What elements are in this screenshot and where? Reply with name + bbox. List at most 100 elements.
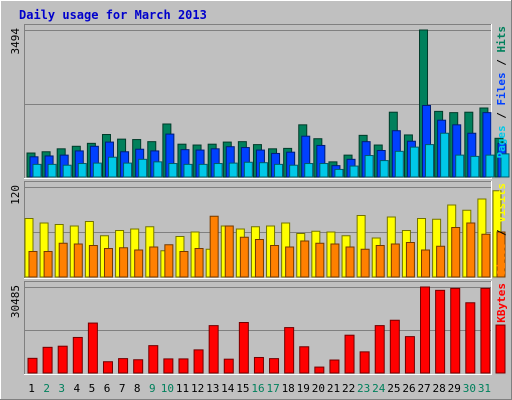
bar-sites — [254, 239, 264, 278]
bar-pages — [319, 163, 329, 178]
bar-sites — [43, 251, 53, 278]
bar-sites — [179, 251, 189, 278]
bar-pages — [213, 163, 223, 178]
bar-kbytes — [57, 345, 68, 374]
x-tick-label: 27 — [417, 382, 430, 395]
bar-kbytes — [435, 289, 446, 374]
bar-kbytes — [223, 358, 234, 374]
bar-kbytes — [208, 325, 219, 374]
legend-hits: Hits — [495, 26, 508, 53]
bar-sites — [481, 233, 491, 278]
panel-visits-sites: 120 Sites / Visits — [9, 181, 508, 279]
bar-sites — [421, 249, 431, 278]
side-legend-text: KBytes — [495, 283, 508, 323]
x-tick-label: 21 — [327, 382, 340, 395]
bar-kbytes — [374, 325, 385, 374]
bar-kbytes — [450, 287, 461, 374]
bar-sites — [330, 243, 340, 278]
bar-kbytes — [299, 346, 310, 374]
bar-pages — [228, 162, 238, 178]
panel-kbytes: 30485 KBytes — [9, 281, 508, 375]
bar-sites — [496, 231, 506, 278]
bar-sites — [194, 248, 204, 278]
bar-kbytes — [269, 358, 280, 374]
bar-kbytes — [359, 351, 370, 374]
bar-sites — [239, 236, 249, 278]
x-tick-label: 14 — [221, 382, 235, 395]
x-tick-label: 30 — [463, 382, 476, 395]
side-legend-kbytes: KBytes — [495, 283, 508, 323]
bar-pages — [349, 165, 359, 178]
x-tick-label: 9 — [149, 382, 156, 395]
bar-pages — [425, 144, 435, 178]
bar-kbytes — [344, 334, 355, 374]
bar-pages — [258, 162, 268, 178]
x-tick-label: 22 — [342, 382, 355, 395]
bar-kbytes — [465, 302, 476, 374]
bar-kbytes — [72, 336, 83, 374]
bar-pages — [394, 150, 404, 178]
legend-files: Files — [495, 72, 508, 105]
legend-kbytes: KBytes — [495, 283, 508, 323]
y-max-label: 120 — [9, 185, 22, 205]
x-tick-label: 23 — [357, 382, 370, 395]
bar-sites — [224, 225, 234, 278]
side-legend-hits-files-pages: Pages / Files / Hits — [495, 26, 508, 159]
bar-kbytes — [87, 322, 98, 374]
bar-pages — [47, 163, 57, 178]
panels: 3494 Pages / Files / Hits 120 Sites / Visit… — [9, 24, 510, 375]
bar-pages — [183, 163, 193, 178]
legend-pages: Pages — [495, 125, 508, 158]
bar-kbytes — [163, 358, 174, 374]
bar-pages — [92, 162, 102, 178]
bar-sites — [270, 245, 280, 278]
x-tick-label: 17 — [266, 382, 279, 395]
x-tick-label: 24 — [372, 382, 386, 395]
bar-kbytes — [238, 322, 249, 374]
bar-sites — [315, 242, 325, 278]
bar-kbytes — [102, 361, 113, 374]
bar-kbytes — [27, 357, 38, 374]
bar-pages — [440, 132, 450, 178]
bar-kbytes — [329, 359, 340, 374]
bar-sites — [149, 246, 159, 278]
bar-pages — [243, 161, 253, 178]
legend-visits: Visits — [495, 183, 508, 223]
bar-sites — [345, 246, 355, 278]
x-tick-label: 19 — [297, 382, 310, 395]
bar-pages — [379, 160, 389, 178]
bar-kbytes — [178, 358, 189, 374]
bar-pages — [138, 158, 148, 178]
bar-pages — [168, 163, 178, 178]
bar-pages — [107, 156, 117, 178]
bar-pages — [198, 163, 208, 178]
x-tick-label: 26 — [402, 382, 415, 395]
bar-pages — [153, 161, 163, 178]
bar-kbytes — [404, 336, 415, 374]
x-tick-label: 15 — [236, 382, 249, 395]
chart-title: Daily usage for March 2013 — [19, 8, 207, 22]
side-legend-text: Pages / Files / Hits — [495, 26, 508, 159]
bar-pages — [304, 163, 314, 178]
x-tick-label: 11 — [176, 382, 189, 395]
side-legend-text: Sites / Visits — [495, 183, 508, 276]
bar-sites — [360, 248, 370, 278]
bar-kbytes — [42, 346, 53, 374]
bar-pages — [289, 164, 299, 178]
y-max-label: 3494 — [9, 28, 22, 55]
bar-kbytes — [253, 356, 264, 374]
bar-sites — [103, 248, 113, 278]
bar-pages — [364, 155, 374, 178]
x-tick-label: 1 — [28, 382, 35, 395]
bar-sites — [466, 222, 476, 278]
side-legend-visits-sites: Sites / Visits — [495, 183, 508, 276]
legend-separator: / — [495, 223, 508, 243]
bar-pages — [485, 154, 495, 178]
bar-sites — [405, 242, 415, 278]
bar-kbytes — [284, 327, 295, 374]
x-tick-label: 16 — [251, 382, 264, 395]
bar-kbytes — [480, 287, 491, 374]
x-tick-label: 3 — [58, 382, 65, 395]
legend-sites: Sites — [495, 243, 508, 276]
